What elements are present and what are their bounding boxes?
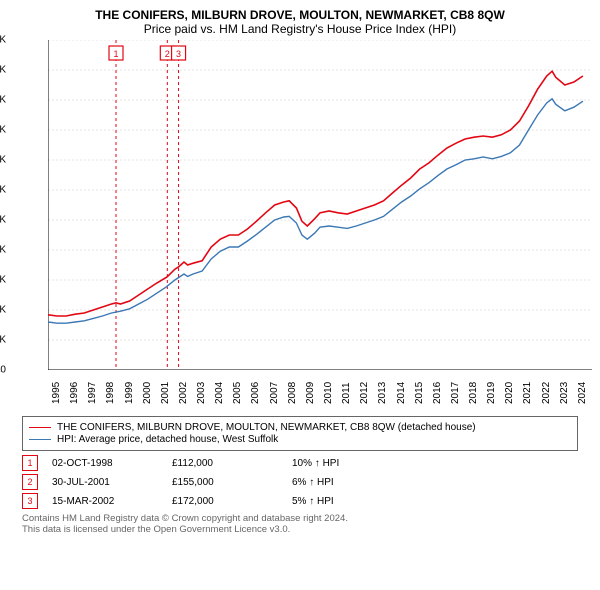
x-tick-label: 2019 <box>486 382 497 404</box>
legend-item: THE CONIFERS, MILBURN DROVE, MOULTON, NE… <box>29 422 571 433</box>
x-tick-label: 2009 <box>305 382 316 404</box>
y-tick-label: £350K <box>0 155 6 166</box>
marker-row: 2 30-JUL-2001£155,0006% ↑ HPI <box>22 474 578 490</box>
legend-item: HPI: Average price, detached house, West… <box>29 434 571 445</box>
x-tick-label: 2022 <box>541 382 552 404</box>
y-tick-label: £0 <box>0 365 6 376</box>
x-tick-label: 2021 <box>522 382 533 404</box>
x-tick-label: 2013 <box>377 382 388 404</box>
plot-area: £0£50K£100K£150K£200K£250K£300K£350K£400… <box>48 40 582 410</box>
marker-delta: 5% ↑ HPI <box>292 496 334 507</box>
y-tick-label: £50K <box>0 335 6 346</box>
chart-subtitle: Price paid vs. HM Land Registry's House … <box>10 22 590 36</box>
y-tick-label: £500K <box>0 65 6 76</box>
x-tick-label: 2015 <box>414 382 425 404</box>
legend-label: HPI: Average price, detached house, West… <box>57 434 278 445</box>
x-tick-label: 2001 <box>160 382 171 404</box>
x-tick-label: 2012 <box>359 382 370 404</box>
marker-date: 30-JUL-2001 <box>52 477 172 488</box>
legend-box: THE CONIFERS, MILBURN DROVE, MOULTON, NE… <box>22 416 578 451</box>
marker-row: 1 02-OCT-1998£112,00010% ↑ HPI <box>22 455 578 471</box>
footer-line: Contains HM Land Registry data © Crown c… <box>22 513 578 524</box>
x-tick-label: 2018 <box>468 382 479 404</box>
x-tick-label: 2024 <box>577 382 588 404</box>
x-tick-label: 2002 <box>178 382 189 404</box>
chart-container: { "title": "THE CONIFERS, MILBURN DROVE,… <box>0 0 600 590</box>
footer-line: This data is licensed under the Open Gov… <box>22 524 578 535</box>
x-tick-label: 2020 <box>504 382 515 404</box>
x-tick-label: 1998 <box>105 382 116 404</box>
footer-attribution: Contains HM Land Registry data © Crown c… <box>22 513 578 535</box>
y-tick-label: £200K <box>0 245 6 256</box>
svg-text:1: 1 <box>113 49 118 59</box>
marker-table: 1 02-OCT-1998£112,00010% ↑ HPI 2 30-JUL-200… <box>22 455 578 509</box>
chart-title: THE CONIFERS, MILBURN DROVE, MOULTON, NE… <box>10 8 590 22</box>
x-tick-label: 2014 <box>396 382 407 404</box>
x-tick-label: 2011 <box>341 382 352 404</box>
x-tick-label: 2007 <box>269 382 280 404</box>
y-tick-label: £450K <box>0 95 6 106</box>
x-axis-labels: 1995 1996 1997 1998 1999 2000 2001 2002 2003 2004… <box>48 370 592 410</box>
y-tick-label: £300K <box>0 185 6 196</box>
line-chart-svg: 1 23 <box>48 40 592 370</box>
x-tick-label: 2008 <box>287 382 298 404</box>
marker-price: £172,000 <box>172 496 292 507</box>
x-tick-label: 2003 <box>196 382 207 404</box>
svg-text:2: 2 <box>165 49 170 59</box>
marker-price: £112,000 <box>172 458 292 469</box>
marker-delta: 6% ↑ HPI <box>292 477 334 488</box>
legend-swatch <box>29 439 51 440</box>
x-tick-label: 2017 <box>450 382 461 404</box>
marker-date: 02-OCT-1998 <box>52 458 172 469</box>
marker-price: £155,000 <box>172 477 292 488</box>
y-tick-label: £400K <box>0 125 6 136</box>
marker-number-box: 1 <box>22 455 38 471</box>
legend-swatch <box>29 427 51 428</box>
x-tick-label: 1997 <box>87 382 98 404</box>
legend-label: THE CONIFERS, MILBURN DROVE, MOULTON, NE… <box>57 422 476 433</box>
marker-number-box: 3 <box>22 493 38 509</box>
x-tick-label: 2006 <box>250 382 261 404</box>
x-tick-label: 2016 <box>432 382 443 404</box>
x-tick-label: 2010 <box>323 382 334 404</box>
x-tick-label: 1999 <box>124 382 135 404</box>
y-tick-label: £250K <box>0 215 6 226</box>
y-tick-label: £150K <box>0 275 6 286</box>
x-tick-label: 1995 <box>51 382 62 404</box>
marker-number-box: 2 <box>22 474 38 490</box>
x-tick-label: 2000 <box>142 382 153 404</box>
y-tick-label: £550K <box>0 35 6 46</box>
x-tick-label: 2023 <box>559 382 570 404</box>
x-tick-label: 1996 <box>69 382 80 404</box>
x-tick-label: 2005 <box>232 382 243 404</box>
y-tick-label: £100K <box>0 305 6 316</box>
x-tick-label: 2004 <box>214 382 225 404</box>
svg-text:3: 3 <box>176 49 181 59</box>
marker-date: 15-MAR-2002 <box>52 496 172 507</box>
marker-delta: 10% ↑ HPI <box>292 458 339 469</box>
marker-row: 3 15-MAR-2002£172,0005% ↑ HPI <box>22 493 578 509</box>
